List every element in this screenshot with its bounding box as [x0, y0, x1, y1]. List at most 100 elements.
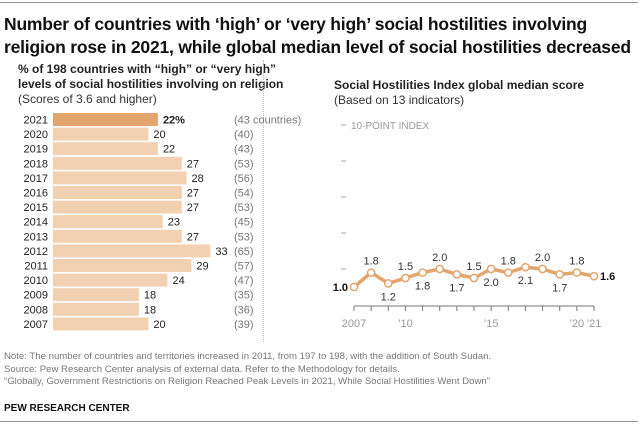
data-label-2020: 1.8	[569, 256, 584, 268]
data-label-2009: 1.2	[381, 291, 396, 303]
bar-value-label: 27	[187, 158, 199, 170]
data-point-2011	[418, 268, 427, 277]
bar-value-label: 22%	[163, 115, 185, 127]
data-point-2020	[572, 268, 582, 277]
x-tick-label: ’15	[484, 318, 499, 330]
data-point-2016	[503, 268, 513, 277]
bar-count-label: (40)	[234, 129, 254, 141]
bar-value-label: 27	[187, 231, 199, 243]
data-label-2016: 1.8	[501, 256, 516, 268]
bar-2010	[53, 273, 168, 287]
source-text: Source: Pew Research Center analysis of …	[4, 363, 400, 375]
data-point-2007	[349, 282, 359, 292]
bar-count-label: (43)	[234, 144, 254, 156]
bar-2015	[53, 200, 182, 214]
bar-value-label: 22	[163, 144, 175, 156]
bar-count-label: (57)	[234, 261, 254, 273]
bar-count-label: (39)	[234, 319, 254, 331]
bar-category-label: 2016	[24, 188, 48, 200]
bar-category-label: 2014	[24, 217, 48, 229]
data-label-2015: 2.0	[483, 277, 498, 289]
bar-count-label: (65)	[234, 246, 254, 258]
bar-2020	[53, 127, 149, 141]
report-title-text: “Globally, Government Restrictions on Re…	[4, 376, 490, 387]
bar-category-label: 2017	[24, 173, 48, 185]
data-label-2017: 2.1	[518, 275, 533, 287]
bar-count-label: (56)	[234, 173, 254, 185]
right-subtitle: Social Hostilities Index global median s…	[334, 78, 584, 108]
data-point-2013	[452, 270, 462, 279]
bar-category-label: 2013	[24, 231, 48, 243]
bar-2018	[53, 156, 182, 170]
left-subtitle-note: (Scores of 3.6 and higher)	[18, 92, 157, 106]
bar-count-label: (43 countries)	[234, 115, 301, 127]
bar-value-label: 28	[192, 173, 204, 185]
data-point-2018	[538, 264, 547, 274]
data-point-2017	[521, 262, 530, 272]
bar-count-label: (35)	[234, 290, 254, 302]
right-subtitle-line1: Social Hostilities Index global median s…	[334, 78, 585, 92]
bar-category-label: 2020	[24, 129, 48, 141]
data-point-2012	[435, 264, 445, 274]
data-label-2011: 1.8	[415, 281, 430, 293]
bar-2017	[53, 171, 187, 185]
bar-category-label: 2010	[24, 275, 48, 287]
bar-count-label: (45)	[234, 217, 254, 229]
data-label-2012: 2.0	[432, 252, 447, 264]
bar-value-label: 18	[144, 290, 156, 302]
left-subtitle: % of 198 countries with “high” or “very …	[18, 62, 283, 107]
data-label-2021: 1.6	[600, 271, 615, 283]
left-subtitle-line2: levels of social hostilities involving o…	[18, 77, 284, 91]
bar-value-label: 27	[187, 202, 199, 214]
data-label-2019: 1.7	[552, 282, 567, 294]
bar-2016	[53, 186, 182, 199]
bar-category-label: 2019	[24, 144, 48, 156]
bar-2021	[53, 113, 158, 126]
bar-2019	[53, 142, 158, 156]
bar-count-label: (53)	[234, 202, 254, 214]
bar-category-label: 2018	[24, 158, 48, 170]
bar-category-label: 2011	[24, 261, 48, 273]
bar-value-label: 23	[168, 217, 180, 229]
chart-title: Number of countries with ‘high’ or ‘very…	[4, 14, 631, 57]
bar-category-label: 2009	[24, 290, 48, 302]
panel-divider	[263, 60, 264, 342]
bar-count-label: (53)	[234, 158, 254, 170]
x-tick-label: ’10	[398, 318, 413, 330]
bar-count-label: (36)	[234, 304, 254, 316]
data-point-2019	[555, 270, 565, 279]
data-point-2021	[589, 271, 599, 281]
data-label-2007: 1.0	[333, 282, 348, 294]
bar-2009	[53, 288, 139, 302]
bar-count-label: (47)	[234, 275, 254, 287]
bar-category-label: 2015	[24, 202, 48, 214]
bar-value-label: 27	[187, 188, 199, 200]
bar-count-label: (54)	[234, 188, 254, 200]
bar-value-label: 20	[153, 129, 165, 141]
footnotes: Note: The number of countries and territ…	[4, 351, 491, 389]
data-label-2010: 1.5	[398, 261, 413, 273]
bar-2013	[53, 229, 182, 243]
y-axis-top-label: 10-POINT INDEX	[351, 121, 429, 132]
bar-chart: 2021 22% (43 countries)2020 20 (40)2019 22 (43…	[24, 113, 301, 331]
bar-2012	[53, 244, 211, 258]
data-label-2014: 1.5	[466, 261, 481, 273]
bar-count-label: (53)	[234, 231, 254, 243]
left-subtitle-line1: % of 198 countries with “high” or “very …	[18, 62, 277, 76]
x-tick-label: ’20	[570, 318, 585, 330]
bar-category-label: 2007	[24, 319, 48, 331]
bar-value-label: 24	[172, 275, 184, 287]
bar-2014	[53, 215, 163, 229]
data-point-2014	[469, 273, 479, 283]
bar-value-label: 18	[144, 304, 156, 316]
right-subtitle-note: (Based on 13 indicators)	[334, 93, 465, 107]
data-point-2010	[401, 273, 410, 283]
note-text: Note: The number of countries and territ…	[4, 351, 492, 362]
bar-category-label: 2012	[24, 246, 48, 258]
data-point-2015	[486, 264, 496, 274]
data-label-2013: 1.7	[449, 282, 464, 294]
bar-2011	[53, 259, 192, 272]
data-point-2008	[366, 268, 376, 277]
bottom-rule	[0, 421, 638, 422]
data-label-2008: 1.8	[363, 256, 378, 268]
